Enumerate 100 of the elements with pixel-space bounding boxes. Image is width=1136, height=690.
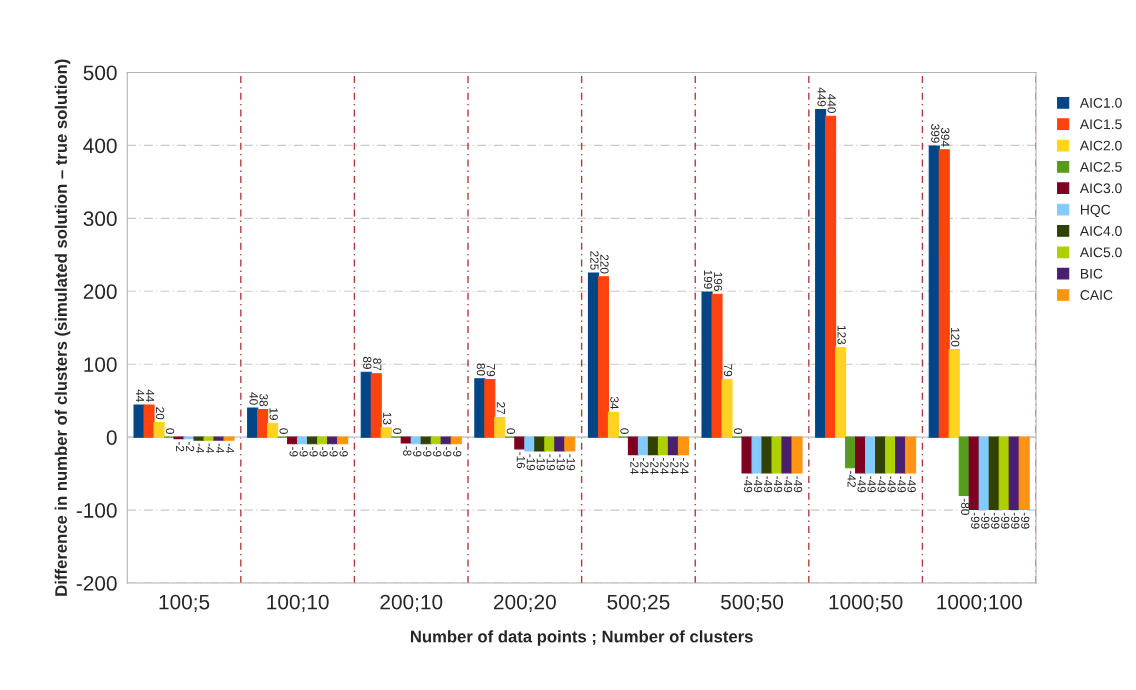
bar (153, 422, 165, 438)
data-label: -99 (981, 512, 990, 529)
bar (928, 145, 940, 438)
bar (450, 436, 462, 445)
bar (825, 115, 837, 438)
data-label: -24 (640, 457, 649, 475)
bar (895, 436, 907, 474)
data-label: 0 (506, 428, 516, 434)
x-tick-label: 100;5 (159, 594, 210, 612)
y-axis-title: Difference in number of clusters (simulated solution – true solution) (54, 59, 71, 596)
data-label: 40 (249, 392, 258, 405)
x-axis-title: Number of data points ; Number of clusters (410, 630, 753, 646)
data-label: -49 (877, 476, 886, 493)
data-label: 196 (713, 272, 723, 291)
data-label: -99 (991, 512, 1000, 529)
y-tick-label: 500 (83, 65, 117, 81)
legend-label: BIC (1080, 268, 1103, 279)
bar (193, 436, 205, 441)
data-label: 0 (620, 428, 629, 434)
bar (751, 436, 763, 474)
data-label: 399 (931, 124, 940, 143)
data-label: 0 (165, 428, 175, 434)
x-tick-label: 200;20 (494, 594, 556, 612)
bar (544, 436, 556, 452)
bar (370, 373, 382, 438)
bar (143, 404, 155, 438)
data-label: 0 (279, 428, 288, 434)
data-label: 38 (259, 393, 268, 407)
x-tick-label: 500;50 (721, 594, 784, 612)
data-label: 123 (837, 325, 846, 345)
data-label: -49 (773, 476, 783, 493)
bar (380, 427, 392, 438)
data-label: 44 (135, 389, 145, 402)
data-label: -99 (1011, 512, 1020, 529)
bar (267, 422, 279, 438)
x-tick-label: 500;25 (607, 594, 670, 612)
bar (597, 276, 609, 438)
data-label: 13 (383, 412, 392, 425)
bar (564, 436, 576, 452)
bar (885, 436, 897, 474)
bar (875, 436, 887, 474)
data-label: -9 (339, 447, 348, 457)
bar (721, 378, 733, 438)
bar (988, 436, 1000, 510)
data-label: -49 (887, 476, 896, 493)
legend-label: AIC3.0 (1079, 183, 1122, 194)
legend-label: AIC2.5 (1079, 162, 1122, 172)
y-tick-label: -200 (76, 576, 117, 591)
bar (815, 109, 827, 438)
data-label: -24 (630, 457, 639, 475)
bar (247, 407, 259, 438)
data-label: -19 (526, 454, 536, 471)
legend-label: HQC (1080, 204, 1111, 218)
x-tick-label: 100;10 (267, 594, 329, 612)
data-label: 79 (486, 364, 496, 377)
data-label: -49 (763, 476, 773, 493)
y-tick-label: 300 (83, 211, 117, 227)
data-label: 440 (827, 94, 836, 113)
data-label: -49 (793, 476, 803, 493)
data-label: -9 (423, 447, 432, 457)
data-label: -8 (403, 446, 412, 456)
data-label: -49 (897, 476, 906, 493)
data-label: 44 (145, 389, 155, 402)
bar (1008, 436, 1020, 510)
bar (741, 436, 753, 474)
bar (998, 436, 1010, 510)
data-label: -24 (670, 457, 679, 475)
data-label: 19 (269, 408, 278, 420)
bar (791, 436, 803, 474)
data-label: -49 (857, 476, 866, 493)
data-label: -9 (319, 447, 328, 457)
data-label: -49 (753, 476, 763, 493)
data-label: -99 (1021, 512, 1030, 529)
legend-label: AIC1.0 (1079, 97, 1122, 108)
bar (978, 436, 990, 510)
data-label: -24 (680, 457, 689, 475)
bar (257, 408, 269, 438)
bar (781, 436, 793, 474)
bar (474, 378, 486, 438)
data-label: 120 (951, 328, 960, 347)
data-label: 79 (723, 364, 733, 377)
legend-label: CAIC (1080, 290, 1113, 300)
y-tick-label: 100 (84, 357, 117, 372)
data-label: 0 (733, 428, 743, 434)
y-tick-label: 400 (83, 138, 117, 154)
data-label: -9 (329, 447, 338, 457)
data-label: -19 (556, 454, 566, 471)
bar (223, 436, 235, 441)
data-label: 220 (600, 254, 609, 274)
y-tick-label: 200 (83, 284, 117, 300)
data-label: -19 (546, 454, 556, 471)
x-tick-label: 1000;100 (937, 594, 1022, 612)
bar (865, 436, 877, 474)
data-label: -9 (299, 447, 308, 457)
bar (958, 436, 970, 497)
bar (607, 411, 619, 438)
legend-label: AIC1.5 (1079, 119, 1122, 130)
data-label: 27 (496, 402, 506, 415)
data-label: 80 (476, 363, 486, 376)
y-tick-label: 0 (106, 430, 117, 445)
